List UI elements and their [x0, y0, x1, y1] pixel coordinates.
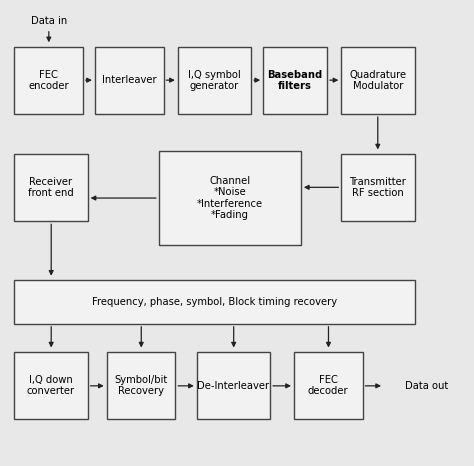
Text: I,Q down
converter: I,Q down converter — [27, 375, 75, 397]
Text: Quadrature
Modulator: Quadrature Modulator — [349, 69, 407, 91]
Text: Baseband
filters: Baseband filters — [267, 69, 323, 91]
FancyBboxPatch shape — [341, 154, 415, 221]
FancyBboxPatch shape — [14, 154, 88, 221]
FancyBboxPatch shape — [95, 47, 164, 114]
FancyBboxPatch shape — [14, 47, 83, 114]
FancyBboxPatch shape — [159, 151, 301, 245]
Text: Interleaver: Interleaver — [102, 75, 156, 85]
Text: I,Q symbol
generator: I,Q symbol generator — [188, 69, 241, 91]
FancyBboxPatch shape — [341, 47, 415, 114]
FancyBboxPatch shape — [263, 47, 327, 114]
Text: Data in: Data in — [31, 16, 67, 26]
FancyBboxPatch shape — [107, 352, 175, 419]
FancyBboxPatch shape — [14, 352, 88, 419]
FancyBboxPatch shape — [178, 47, 251, 114]
Text: Symbol/bit
Recovery: Symbol/bit Recovery — [114, 375, 168, 397]
Text: De-Interleaver: De-Interleaver — [197, 381, 270, 391]
Text: Transmitter
RF section: Transmitter RF section — [350, 177, 406, 199]
Text: Channel
*Noise
*Interference
*Fading: Channel *Noise *Interference *Fading — [197, 176, 263, 220]
Text: FEC
decoder: FEC decoder — [308, 375, 348, 397]
Text: Data out: Data out — [405, 381, 448, 391]
FancyBboxPatch shape — [294, 352, 363, 419]
Text: FEC
encoder: FEC encoder — [28, 69, 69, 91]
Text: Frequency, phase, symbol, Block timing recovery: Frequency, phase, symbol, Block timing r… — [92, 297, 337, 307]
FancyBboxPatch shape — [197, 352, 270, 419]
Text: Receiver
front end: Receiver front end — [28, 177, 74, 199]
FancyBboxPatch shape — [14, 280, 415, 324]
